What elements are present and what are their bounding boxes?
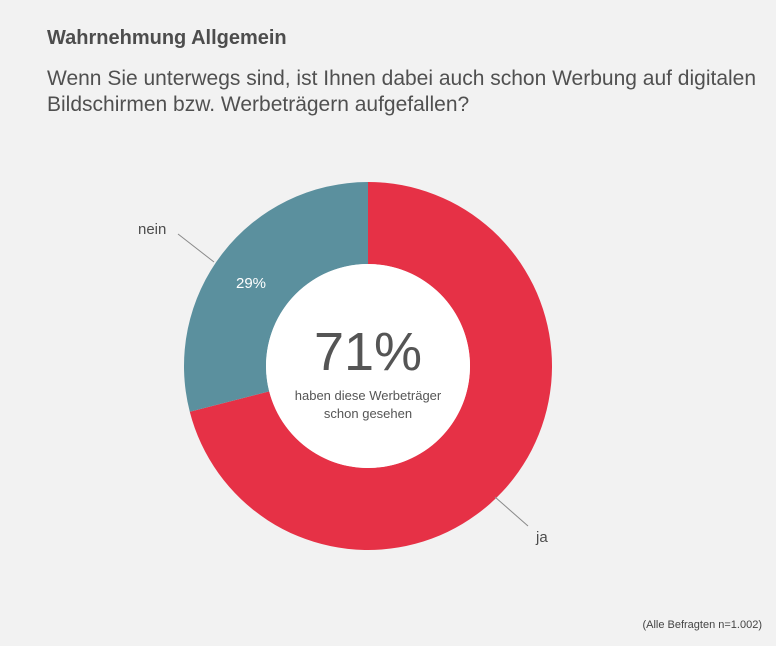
survey-question: Wenn Sie unterwegs sind, ist Ihnen dabei… [47,67,757,116]
category-label-nein: nein [138,221,166,238]
donut-slice-nein [183,182,368,412]
category-label-ja: ja [535,529,548,546]
slice-value-label-nein: 29% [236,275,266,292]
leader-line-nein [177,233,215,263]
leader-line-ja [494,496,529,527]
donut-slices [183,182,552,550]
center-caption-line1: haben diese Werbeträger [295,388,442,403]
sample-size-footnote: (Alle Befragten n=1.002) [642,619,762,631]
center-value: 71% [314,322,422,382]
center-caption-line2: schon gesehen [324,406,412,421]
chart-title: Wahrnehmung Allgemein [47,27,287,49]
donut-hole [266,264,470,468]
donut-slice-ja [189,182,552,550]
